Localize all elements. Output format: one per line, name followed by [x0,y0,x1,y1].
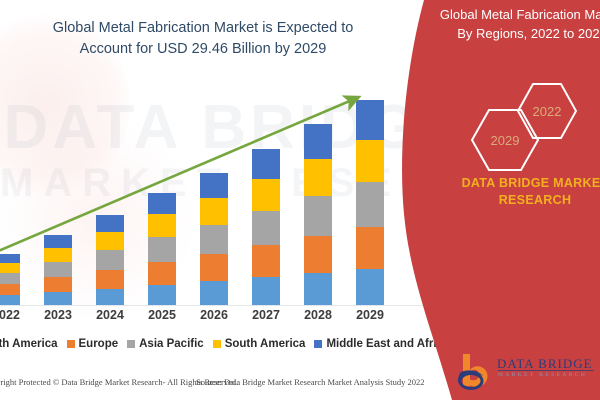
axis-baseline [0,305,432,306]
bar-segment-2026-north-america [200,281,228,305]
legend-item-south-america[interactable]: South America [212,338,306,350]
bar-segment-2024-middle-east-and-africa [96,215,124,232]
legend-item-asia-pacific[interactable]: Asia Pacific [127,338,204,350]
right-panel-title-line1: Global Metal Fabrication Market [439,7,600,22]
x-axis-label-2025: 2025 [148,308,176,322]
bar-segment-2025-europe [148,262,176,285]
data-bridge-logo: DATA BRIDGE MARKET RESEARCH [455,352,600,394]
bar-segment-2023-south-america [44,248,72,262]
x-axis-label-2027: 2027 [252,308,280,322]
bar-segment-2027-middle-east-and-africa [252,149,280,179]
bar-segment-2028-europe [304,236,332,273]
hexagon-2022-label: 2022 [532,103,562,119]
bar-2029 [356,100,384,305]
bar-segment-2029-north-america [356,269,384,305]
right-panel-content: Global Metal Fabrication Market By Regio… [424,0,600,400]
bar-segment-2024-south-america [96,232,124,250]
bar-2026 [200,173,228,305]
bar-segment-2025-south-america [148,214,176,237]
footer-source: Source: Data Bridge Market Research Mark… [196,377,425,387]
legend-item-north-america[interactable]: North America [0,338,58,350]
bar-2023 [44,235,72,305]
bar-segment-2027-europe [252,245,280,277]
bar-segment-2026-asia-pacific [200,225,228,254]
right-panel-title-line2: By Regions, 2022 to 2029 [457,26,600,41]
bar-segment-2023-asia-pacific [44,262,72,277]
chart-title-line1: Global Metal Fabrication Market is Expec… [52,20,354,36]
x-axis-label-2023: 2023 [44,308,72,322]
bar-2025 [148,193,176,305]
right-panel-brand-line2: RESEARCH [498,193,572,207]
right-panel-brand-line1: DATA BRIDGE MARKET [461,176,600,190]
bar-segment-2028-middle-east-and-africa [304,124,332,159]
bar-2024 [96,215,124,305]
legend-label: Asia Pacific [139,338,204,350]
bar-segment-2029-south-america [356,140,384,182]
chart-legend: North America Europe Asia Pacific South Ame… [0,338,449,350]
bar-segment-2026-europe [200,254,228,281]
bar-group [0,60,432,305]
legend-swatch-icon [66,340,75,348]
bar-segment-2022-north-america [0,295,20,305]
hexagon-2029-outline [470,109,540,171]
hexagon-2029: 2029 [470,108,540,172]
legend-swatch-icon [314,340,323,348]
logo-divider [498,370,594,371]
bar-segment-2028-asia-pacific [304,196,332,236]
bar-segment-2027-asia-pacific [252,211,280,245]
logo-tagline: MARKET RESEARCH [498,372,588,378]
bar-segment-2026-south-america [200,198,228,225]
bar-segment-2024-europe [96,270,124,289]
bar-segment-2029-middle-east-and-africa [356,100,384,140]
bar-segment-2026-middle-east-and-africa [200,173,228,198]
bar-segment-2023-europe [44,277,72,292]
chart-title: Global Metal Fabrication Market is Expec… [8,18,398,60]
hexagon-group: 2022 2029 [424,82,600,171]
footer-copyright: Copyright Protected © Data Bridge Market… [0,377,239,387]
x-axis-label-2028: 2028 [304,308,332,322]
bar-segment-2023-middle-east-and-africa [44,235,72,248]
bar-segment-2024-north-america [96,289,124,305]
legend-swatch-icon [127,340,136,348]
bar-segment-2022-europe [0,284,20,295]
bar-segment-2025-north-america [148,285,176,305]
bar-segment-2022-south-america [0,263,20,273]
bar-2028 [304,124,332,305]
bar-segment-2029-europe [356,227,384,269]
bar-segment-2028-south-america [304,159,332,196]
right-panel-title: Global Metal Fabrication Market By Regio… [432,5,600,43]
hexagon-2029-label: 2029 [490,132,520,148]
bar-segment-2022-asia-pacific [0,273,20,284]
chart-plot-area [0,60,432,306]
logo-name: DATA BRIDGE [497,356,593,371]
bar-segment-2027-south-america [252,179,280,211]
legend-item-europe[interactable]: Europe [66,338,119,350]
chart-title-line2: Account for USD 29.46 Billion by 2029 [79,41,327,57]
bar-2022 [0,254,20,305]
right-panel-brand: DATA BRIDGE MARKET RESEARCH [430,175,600,209]
bar-segment-2025-middle-east-and-africa [148,193,176,214]
bar-segment-2022-middle-east-and-africa [0,254,20,263]
x-axis-label-2024: 2024 [96,308,124,322]
legend-swatch-icon [212,340,221,348]
x-axis-labels: 2022 2023 2024 2025 2026 2027 2028 2029 [0,308,432,330]
data-bridge-logo-mark-icon [457,354,488,390]
bar-segment-2025-asia-pacific [148,237,176,262]
x-axis-label-2029: 2029 [356,308,384,322]
x-axis-label-2026: 2026 [200,308,228,322]
legend-label: Europe [78,338,119,350]
legend-label: South America [224,338,306,350]
x-axis-label-2022: 2022 [0,308,20,322]
bar-2027 [252,149,280,305]
bar-segment-2024-asia-pacific [96,250,124,270]
bar-segment-2023-north-america [44,292,72,305]
bar-segment-2027-north-america [252,277,280,305]
bar-segment-2028-north-america [304,273,332,305]
bar-segment-2029-asia-pacific [356,182,384,227]
legend-label: North America [0,338,58,350]
